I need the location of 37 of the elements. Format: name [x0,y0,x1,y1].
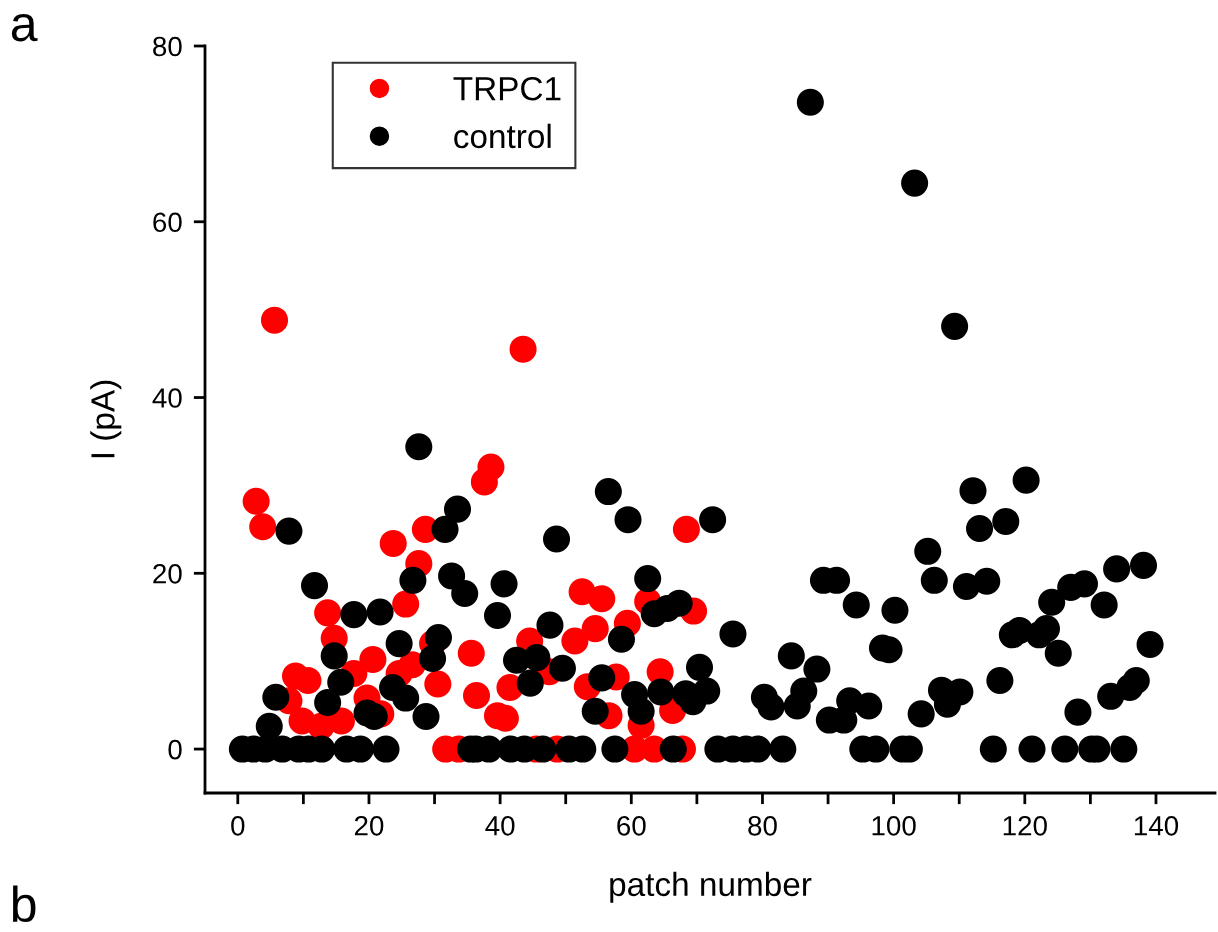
point [249,513,277,541]
point [672,515,700,543]
x-tick-label: 0 [231,815,245,836]
y-tick-label: 60 [153,212,182,233]
point [392,590,420,618]
x-tick-label: 40 [485,815,515,836]
point [561,627,589,655]
y-tick-label: 40 [152,388,182,408]
point [379,529,407,557]
x-tick-label: 20 [354,815,384,836]
x-tick-label: 100 [872,815,916,836]
x-tick-label: 140 [1134,815,1179,836]
point [359,645,387,673]
text: a [11,13,38,42]
legend-label: control [454,123,551,149]
legend-label: TRPC1 [453,76,561,101]
point [327,707,355,735]
point [457,639,485,667]
y-tick-label: 20 [153,563,182,584]
x-tick-label: 120 [1003,815,1047,836]
point [509,335,537,363]
point [424,670,452,698]
y-tick-label: 80 [153,36,182,57]
text: b [12,885,36,923]
point [462,681,491,709]
point [314,599,342,627]
y-axis-title: I (pA) [90,380,122,458]
point [470,468,498,496]
point [260,306,289,334]
y-tick-label: 0 [168,739,182,760]
point [242,487,270,515]
x-axis-title: patch number [610,871,812,903]
point [294,666,322,695]
point [588,585,616,613]
x-tick-label: 80 [748,815,777,836]
point [581,615,609,643]
x-tick-label: 60 [617,815,646,836]
